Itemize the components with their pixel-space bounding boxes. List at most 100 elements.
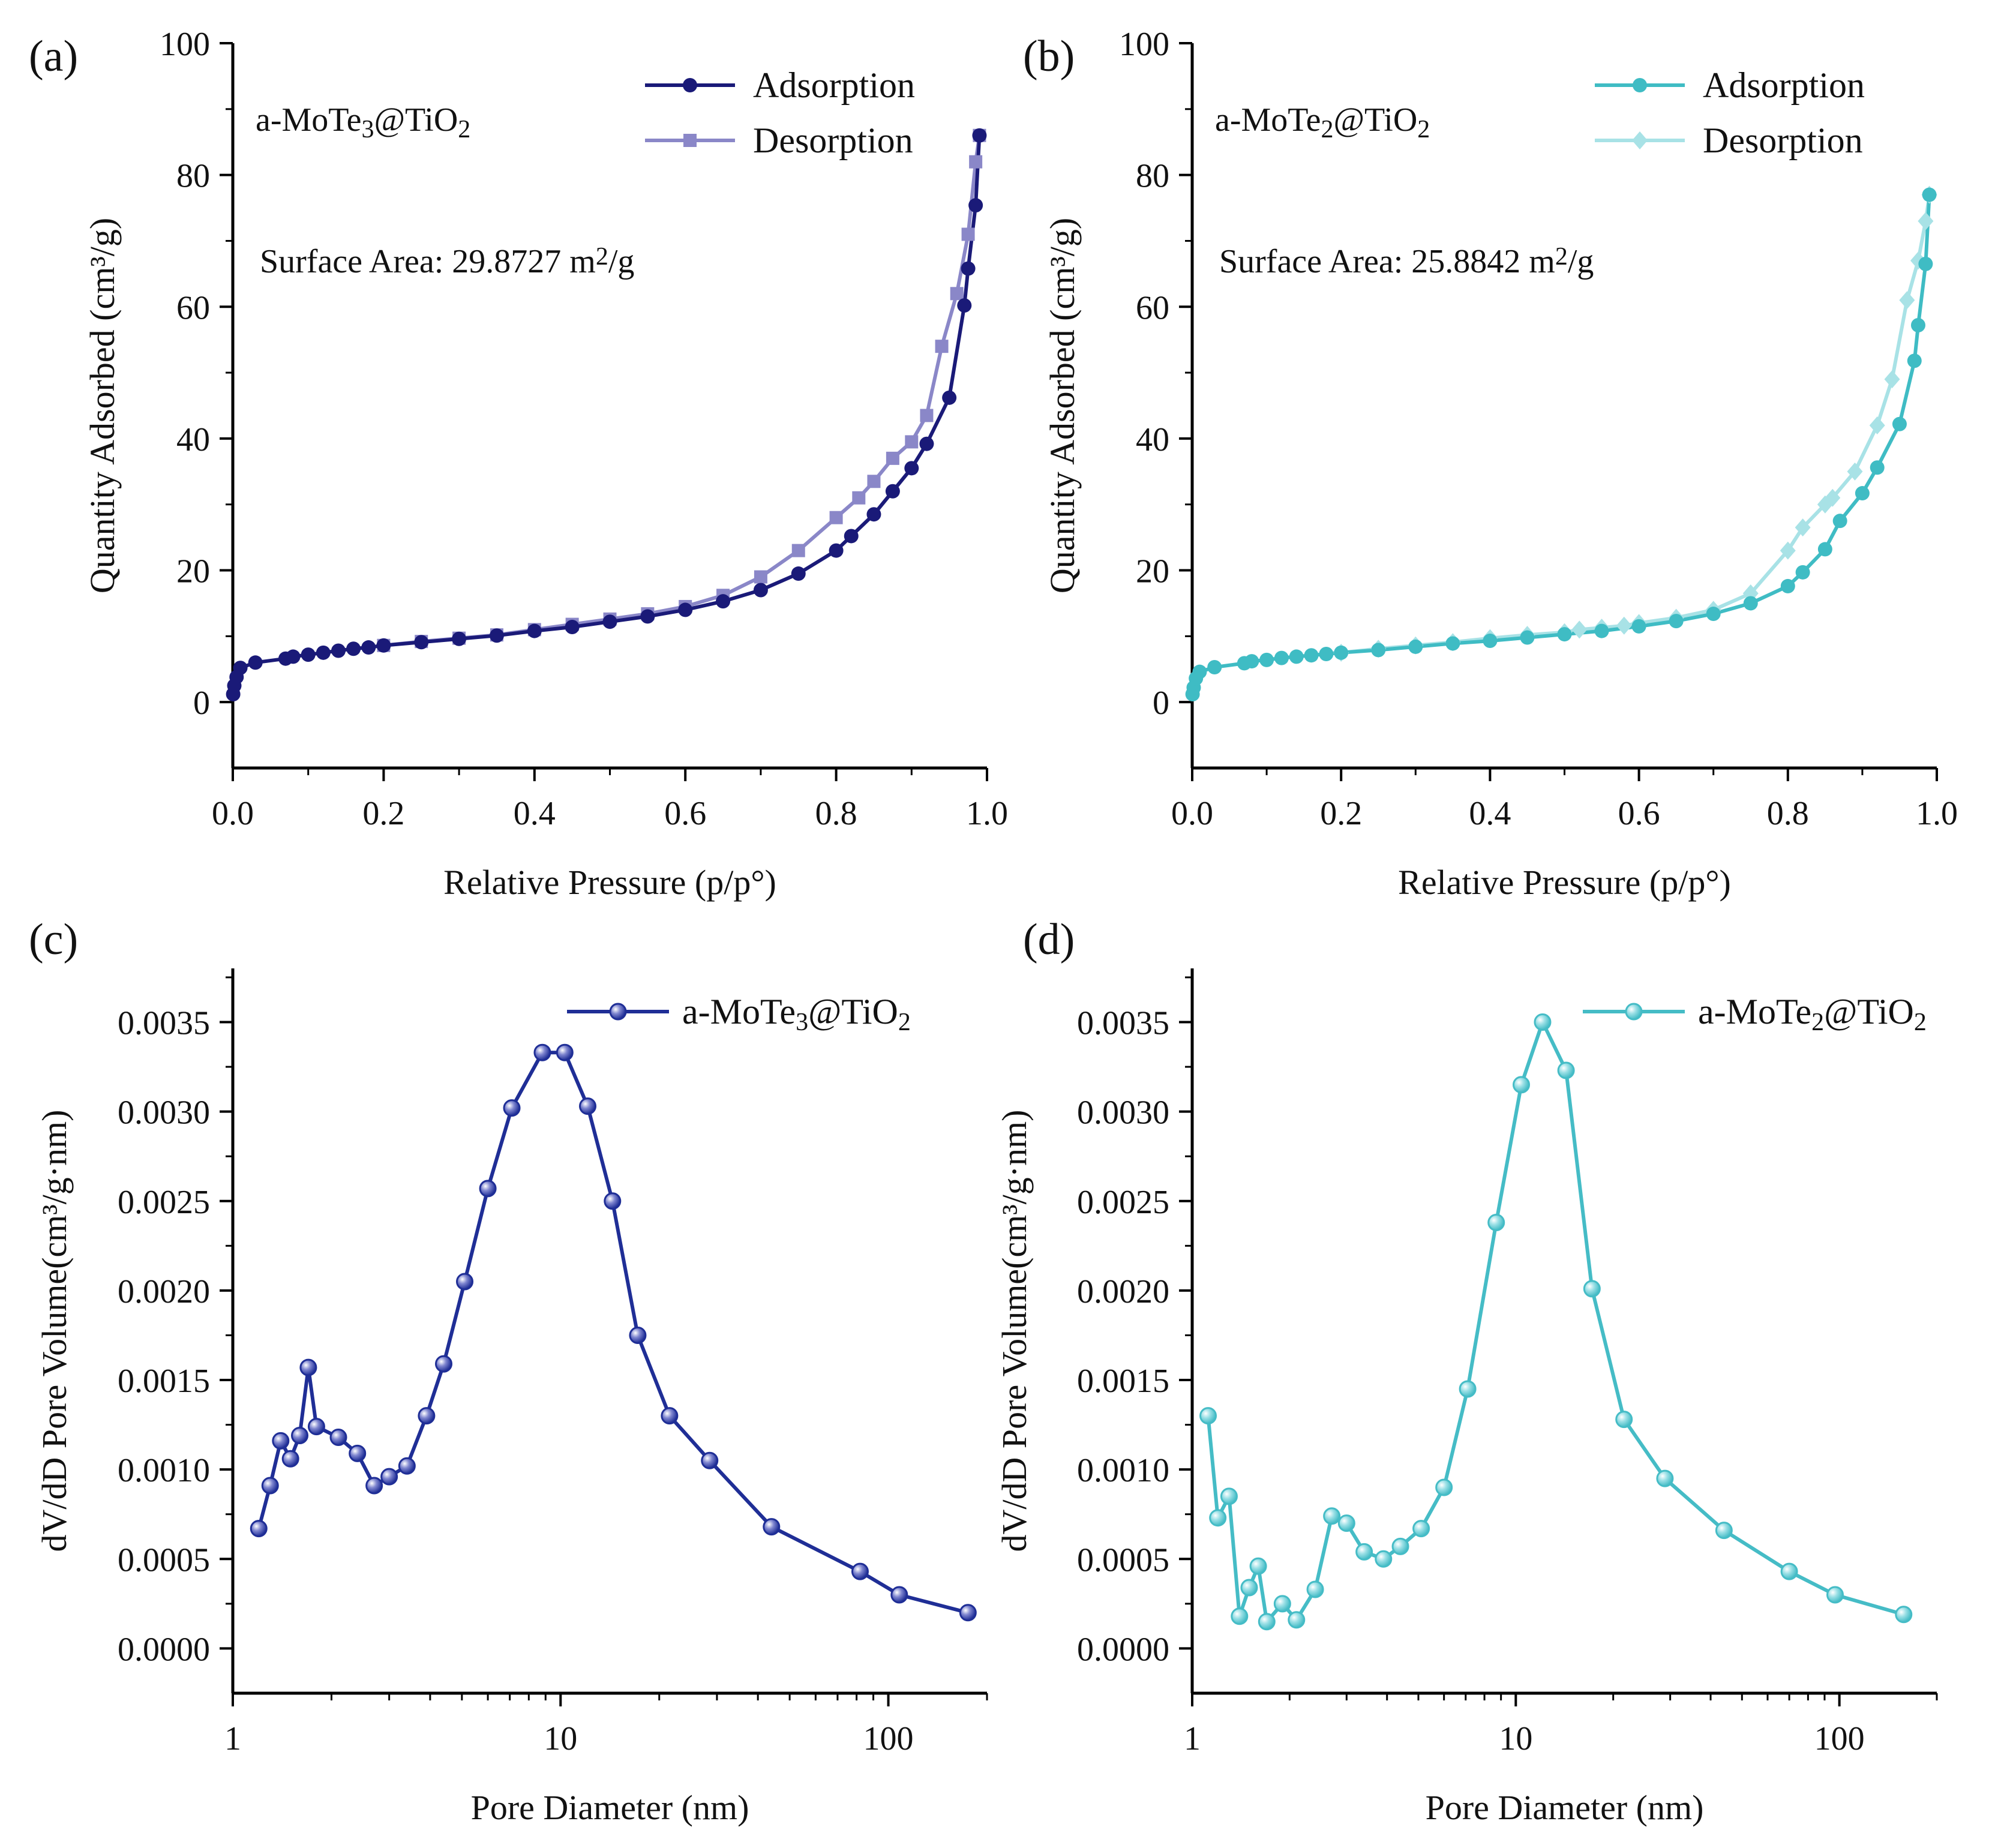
data-point-a-mote2-tio2 [1534,1013,1552,1031]
data-point-a-mote3-tio2 [959,1604,977,1622]
data-point-a-mote3-tio2 [307,1418,325,1436]
data-point-adsorption [1855,486,1870,501]
chart-panel-d: (d) 1 10 100 0.0000 0.0005 0.0010 0.0015 0.0020 0… [995,915,1938,1827]
data-point-adsorption [489,628,504,643]
legend-label: a-MoTe2@TiO2 [1698,992,1927,1036]
x-tick-label: 0.4 [514,795,556,832]
data-point-adsorption [1445,636,1460,651]
legend-label-script: 2 [1811,1009,1824,1036]
data-point-desorption [1817,495,1833,514]
data-point-adsorption [301,647,316,662]
legend-label-script: 3 [796,1009,808,1036]
data-point-a-mote2-tio2 [1412,1520,1430,1538]
data-point-a-mote2-tio2 [1583,1280,1601,1298]
data-point-adsorption [1780,578,1795,593]
sample-label-text: a-MoTe [256,101,361,139]
y-tick-label: 0.0005 [1077,1541,1169,1579]
data-point-adsorption [1817,542,1832,557]
x-tick-label: 1 [224,1720,241,1757]
sample-label-text: a-MoTe [1215,101,1321,139]
y-tick-label: 0.0005 [118,1541,210,1579]
x-tick-label: 0.6 [664,795,706,832]
data-point-desorption [1899,291,1915,310]
data-point-adsorption [565,619,580,634]
series-line-adsorption [231,135,982,695]
y-tick-label: 0.0035 [118,1004,210,1042]
data-point-a-mote3-tio2 [763,1518,781,1536]
data-point-a-mote2-tio2 [1306,1580,1324,1598]
data-point-adsorption [1192,664,1207,679]
data-point-adsorption [1304,648,1319,663]
y-axis-title: dV/dD Pore Volume(cm³/g·nm) [995,1110,1034,1552]
x-tick-label: 0.8 [815,795,857,832]
data-point-a-mote3-tio2 [329,1428,347,1446]
data-point-adsorption [957,298,972,313]
data-point-desorption [1918,212,1934,230]
surface-area-text: Surface Area: 25.8842 m [1219,243,1555,280]
data-point-a-mote3-tio2 [435,1355,453,1373]
data-point-a-mote3-tio2 [556,1043,574,1061]
chart-panel-b: (b) 0.0 0.2 0.4 0.6 0.8 1.0 0 20 40 60 80 100 Relativ… [1023,26,1958,902]
legend-label-text: @TiO [808,992,898,1031]
y-tick-label: 0.0000 [1077,1631,1169,1668]
x-axis-title: Pore Diameter (nm) [471,1788,749,1827]
sample-label-script: 2 [458,116,470,143]
data-point-adsorption [866,507,881,522]
series-line-a-mote2-tio2 [1206,1020,1904,1624]
x-tick-label: 1.0 [966,795,1008,832]
y-tick-label: 0.0025 [1077,1184,1169,1221]
data-point-desorption [886,451,899,465]
y-tick-label: 0.0020 [1077,1273,1169,1310]
x-tick-label: 0.8 [1767,795,1809,832]
data-point-a-mote2-tio2 [1337,1514,1355,1532]
surface-area-label: Surface Area: 29.8727 m2/g [260,243,634,280]
data-point-adsorption [1594,623,1609,638]
data-point-adsorption [1892,416,1907,431]
legend-marker-adsorption [1633,78,1647,92]
data-point-a-mote2-tio2 [1780,1562,1798,1580]
y-tick-label: 60 [1136,289,1169,326]
sample-label-text: @TiO [1333,101,1417,139]
sample-label-script: 3 [361,116,374,143]
chart-panel-c: (c) 1 10 100 0.0000 0.0005 0.0010 0.0015 0.0020 0… [29,915,988,1827]
y-tick-label: 80 [1136,158,1169,195]
y-tick-label: 0.0035 [1077,1004,1169,1042]
data-point-adsorption [602,614,617,629]
data-point-a-mote2-tio2 [1199,1407,1217,1425]
data-point-adsorption [791,566,806,581]
panel-label: (d) [1023,915,1075,964]
legend-marker-adsorption [683,78,697,92]
data-point-adsorption [233,661,248,676]
data-point-a-mote3-tio2 [533,1043,551,1061]
data-point-a-mote3-tio2 [398,1457,416,1475]
data-point-adsorption [753,583,768,598]
data-point-adsorption [1922,187,1937,202]
data-point-adsorption [527,623,542,638]
data-point-adsorption [1832,514,1847,529]
data-point-adsorption [640,609,655,624]
x-axis-title: Relative Pressure (p/p°) [1398,863,1731,902]
data-point-adsorption [885,484,900,499]
data-point-a-mote3-tio2 [479,1180,497,1198]
surface-area-text: Surface Area: 29.8727 m [260,243,596,280]
y-axis-title: Quantity Adsorbed (cm³/g) [1043,218,1082,593]
data-point-adsorption [961,261,976,276]
legend-marker-desorption [1632,131,1648,149]
data-point-desorption [969,155,983,169]
data-point-adsorption [829,543,844,558]
data-point-adsorption [1795,565,1810,580]
data-point-desorption [867,475,881,488]
legend-label-desorption: Desorption [1703,121,1863,160]
surface-area-text: /g [1568,243,1594,280]
y-tick-label: 100 [1119,26,1169,63]
legend-label-adsorption: Adsorption [1703,65,1865,105]
panel-label: (a) [29,32,78,81]
data-point-adsorption [942,390,957,405]
y-axis-title: dV/dD Pore Volume(cm³/g·nm) [35,1110,74,1552]
data-point-adsorption [1743,596,1758,611]
y-axis-title: Quantity Adsorbed (cm³/g) [83,218,122,593]
data-point-desorption [1869,416,1885,434]
data-point-a-mote2-tio2 [1258,1613,1276,1631]
data-point-adsorption [1334,645,1349,660]
legend-label: a-MoTe3@TiO2 [682,992,911,1036]
